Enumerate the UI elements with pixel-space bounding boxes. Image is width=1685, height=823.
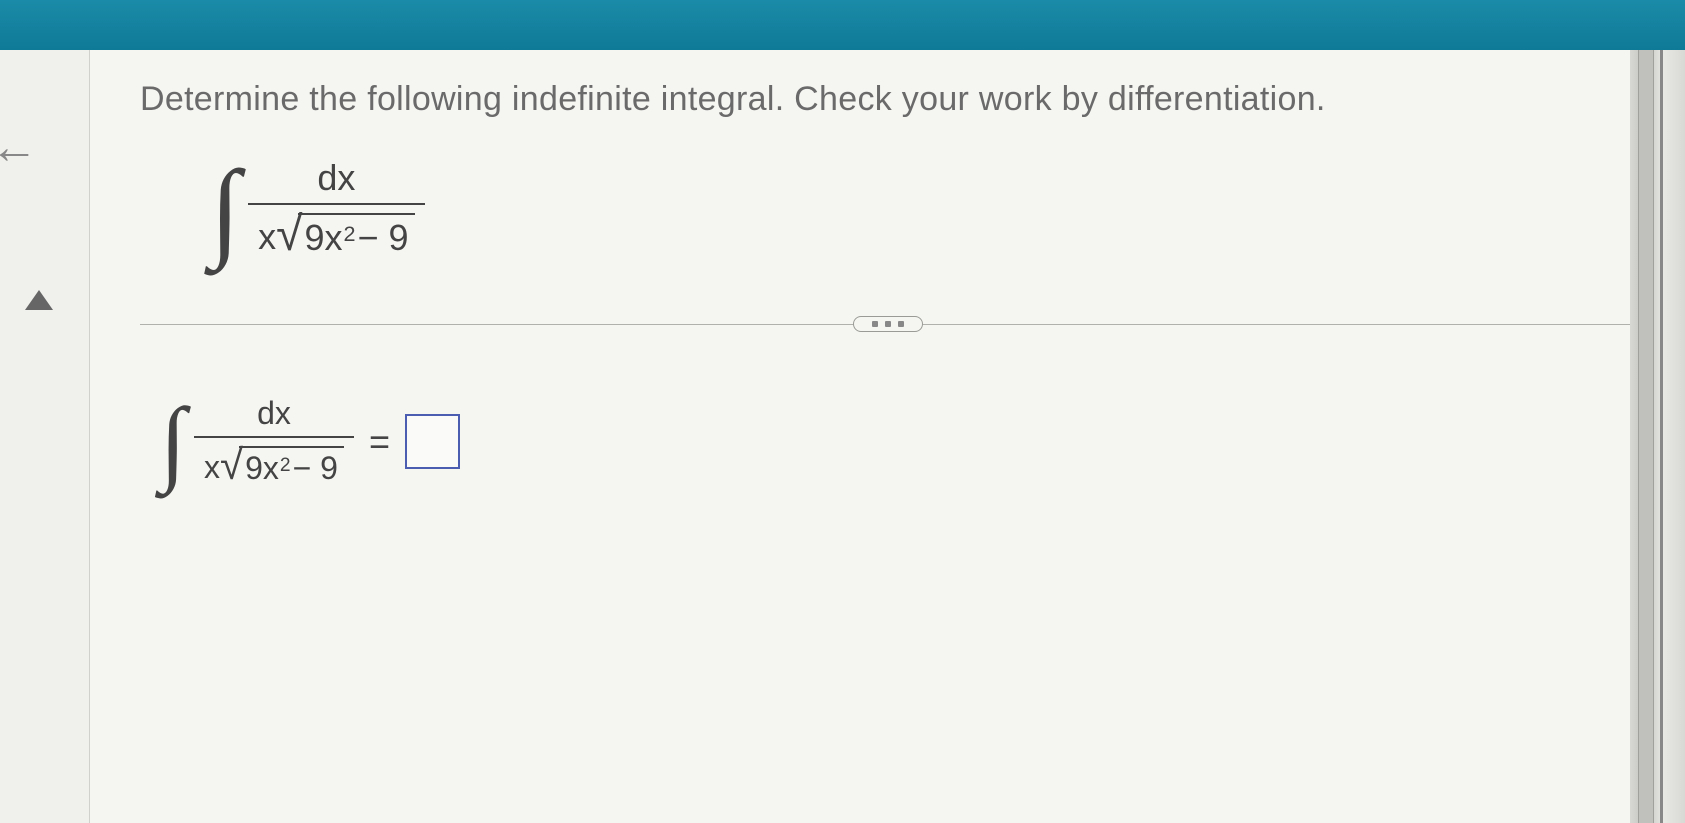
back-arrow-icon[interactable]: ← <box>0 120 38 175</box>
radicand-tail: − 9 <box>293 450 338 487</box>
sqrt-icon: √ <box>220 444 243 486</box>
instruction-text: Determine the following indefinite integ… <box>140 80 1635 119</box>
denominator: x √ 9x2 − 9 <box>248 205 424 261</box>
radicand-coef: 9x <box>304 217 342 259</box>
numerator: dx <box>307 157 365 203</box>
question-content: Determine the following indefinite integ… <box>90 50 1685 823</box>
radicand-exp: 2 <box>280 455 291 477</box>
integral-expression: ∫ dx x √ 9x2 − 9 <box>210 154 1635 264</box>
integral-sign-icon: ∫ <box>160 394 186 489</box>
left-rail: ← <box>0 50 90 823</box>
sqrt-icon: √ <box>276 211 302 259</box>
header-bar <box>0 0 1685 50</box>
radicand-tail: − 9 <box>358 217 409 259</box>
sqrt: √ 9x2 − 9 <box>220 446 344 488</box>
integral-sign-icon: ∫ <box>210 154 240 264</box>
radicand: 9x2 − 9 <box>298 213 414 259</box>
scroll-up-icon[interactable] <box>25 290 53 310</box>
dot-icon <box>885 321 891 327</box>
denom-x: x <box>258 216 276 258</box>
integral-fraction: dx x √ 9x2 − 9 <box>248 157 424 261</box>
dot-icon <box>872 321 878 327</box>
main-area: ← Determine the following indefinite int… <box>0 50 1685 823</box>
radicand-exp: 2 <box>344 221 356 247</box>
page-edge-decoration <box>1630 50 1685 823</box>
equals-sign: = <box>369 421 390 463</box>
numerator: dx <box>247 395 301 436</box>
answer-row: ∫ dx x √ 9x2 − 9 = <box>160 394 1635 489</box>
section-divider <box>140 304 1635 344</box>
answer-fraction: dx x √ 9x2 − 9 <box>194 395 354 488</box>
radicand: 9x2 − 9 <box>239 446 344 487</box>
denominator: x √ 9x2 − 9 <box>194 438 354 488</box>
answer-input[interactable] <box>405 414 460 469</box>
denom-x: x <box>204 449 220 486</box>
dot-icon <box>898 321 904 327</box>
expand-button[interactable] <box>853 316 923 332</box>
radicand-coef: 9x <box>245 450 279 487</box>
sqrt: √ 9x2 − 9 <box>276 213 414 261</box>
